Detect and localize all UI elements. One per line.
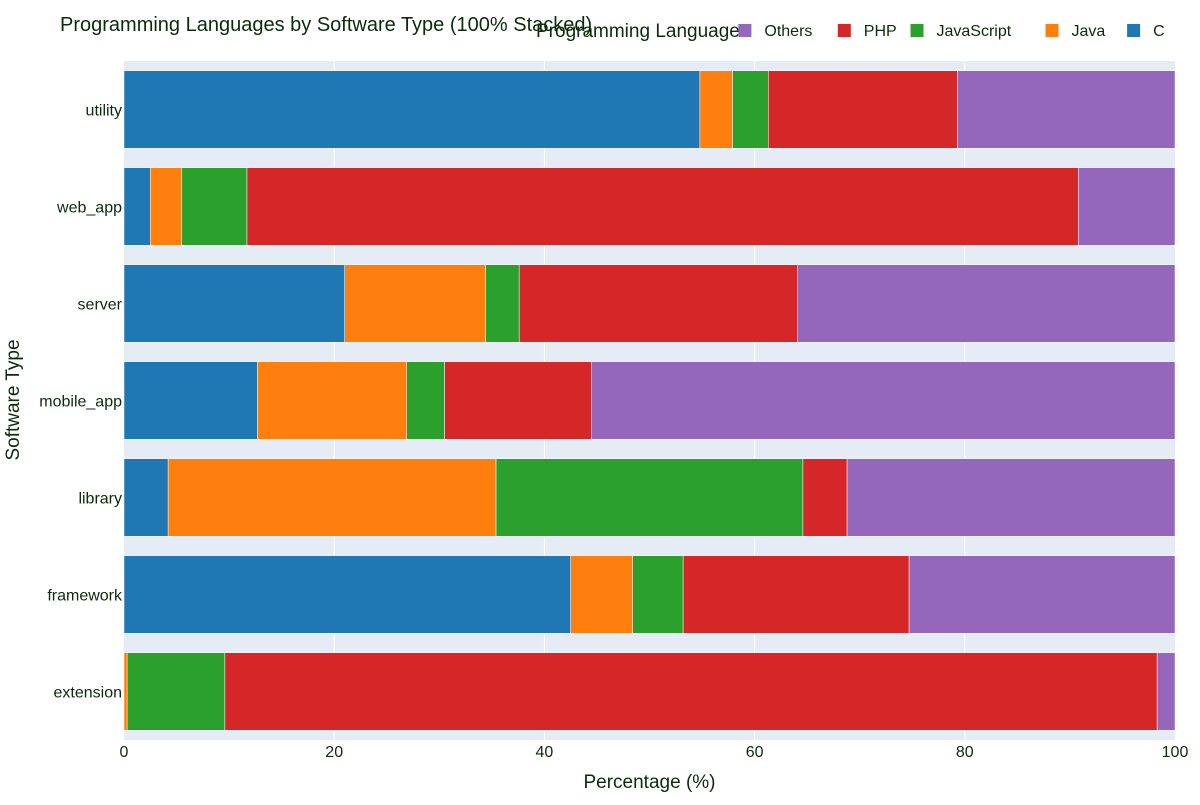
bar-others-framework [908, 555, 1176, 634]
x-tick-label: 80 [956, 744, 974, 761]
bar-java-extension [123, 652, 128, 731]
bar-php-web_app [246, 167, 1079, 246]
bar-c-utility [123, 70, 701, 149]
bar-others-extension [1156, 652, 1176, 731]
bar-php-framework [682, 555, 910, 634]
bar-java-framework [570, 555, 633, 634]
x-tick-label: 40 [536, 744, 554, 761]
legend-swatch-c [1127, 24, 1141, 37]
bar-java-web_app [150, 167, 183, 246]
bar-c-server [123, 264, 345, 343]
y-axis-title: Software Type [3, 339, 24, 460]
legend-title: Programming Language [536, 21, 740, 42]
bar-php-mobile_app [444, 361, 592, 440]
bar-javascript-framework [632, 555, 684, 634]
bar-java-server [344, 264, 486, 343]
bar-c-web_app [123, 167, 151, 246]
x-tick-label: 60 [746, 744, 764, 761]
bars-layer [123, 70, 1176, 731]
legend-items: Others PHP JavaScript Java C [738, 23, 1165, 40]
bar-others-server [797, 264, 1176, 343]
bar-others-web_app [1078, 167, 1176, 246]
bar-others-library [846, 458, 1176, 537]
bar-javascript-extension [126, 652, 226, 731]
bar-java-mobile_app [257, 361, 407, 440]
bar-javascript-library [495, 458, 804, 537]
bar-c-mobile_app [123, 361, 258, 440]
legend-swatch-others [738, 24, 752, 37]
bar-php-extension [224, 652, 1158, 731]
legend-swatch-php [837, 24, 851, 37]
legend-swatch-javascript [910, 24, 924, 37]
x-tick-labels: 0 20 40 60 80 100 [120, 744, 1189, 761]
y-tick-label: extension [54, 685, 123, 702]
x-tick-label: 100 [1162, 744, 1189, 761]
bar-java-library [167, 458, 497, 537]
bar-others-mobile_app [591, 361, 1176, 440]
bar-java-utility [699, 70, 733, 149]
legend-label-php: PHP [864, 23, 897, 40]
legend: Programming Language Others PHP JavaScript… [536, 21, 1165, 42]
y-tick-label: utility [86, 103, 122, 120]
y-tick-label: framework [47, 588, 123, 605]
x-axis-title: Percentage (%) [583, 772, 715, 793]
bar-javascript-mobile_app [406, 361, 445, 440]
y-tick-label: web_app [56, 200, 122, 217]
legend-label-c: C [1153, 23, 1165, 40]
legend-label-java: Java [1072, 23, 1106, 40]
y-tick-label: library [78, 491, 122, 508]
bar-javascript-utility [732, 70, 769, 149]
y-tick-label: mobile_app [39, 394, 122, 411]
bar-php-utility [768, 70, 958, 149]
bar-php-server [518, 264, 798, 343]
y-tick-label: server [78, 297, 123, 314]
x-tick-label: 0 [120, 744, 129, 761]
x-tick-label: 20 [325, 744, 343, 761]
legend-label-javascript: JavaScript [937, 23, 1012, 40]
legend-swatch-java [1045, 24, 1059, 37]
bar-c-library [123, 458, 169, 537]
bar-c-framework [123, 555, 571, 634]
legend-label-others: Others [764, 23, 812, 40]
bar-php-library [802, 458, 848, 537]
chart-title: Programming Languages by Software Type (… [60, 14, 592, 36]
bar-javascript-web_app [181, 167, 248, 246]
bar-javascript-server [485, 264, 520, 343]
bar-others-utility [957, 70, 1176, 149]
